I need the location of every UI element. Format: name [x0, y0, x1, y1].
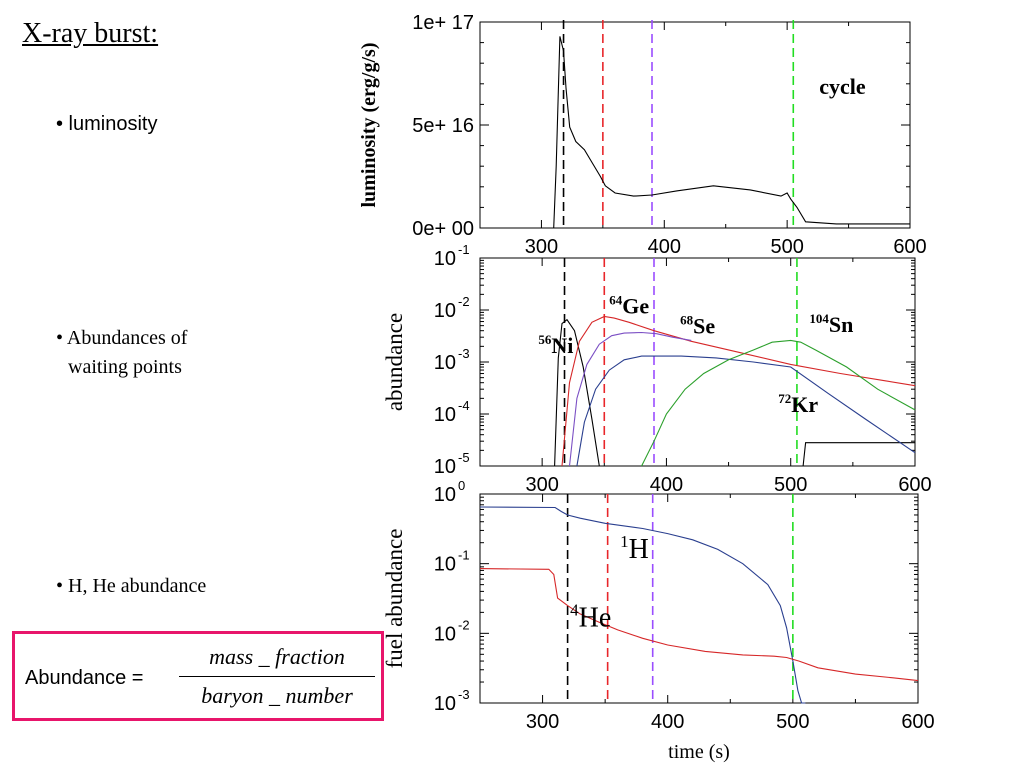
panel-3-x-tick-label: 300 [526, 711, 559, 733]
panel-2-isotope-label: 72Kr [778, 391, 818, 417]
panel-2-isotope-label: 56Ni [538, 332, 573, 358]
panel-2-x-tick-label: 400 [650, 474, 683, 496]
panel-2-y-axis-label: abundance [382, 313, 407, 411]
panel-1-series-line [480, 36, 910, 229]
panel-3-x-tick-label: 600 [901, 711, 934, 733]
panel-1-annotation: cycle [819, 74, 866, 99]
panel-3-y-tick-exponent: -3 [458, 687, 470, 702]
panel-2-y-tick-label: 10 [434, 248, 456, 270]
panel-1-frame [479, 21, 911, 229]
panel-2-x-tick-label: 500 [774, 474, 807, 496]
panel-2-series-kr [576, 355, 916, 467]
formula-box: Abundance = mass _ fraction baryon _ num… [12, 631, 384, 721]
panel-3-x-tick-label: 400 [651, 711, 684, 733]
panel-2-isotope-label: 104Sn [809, 311, 853, 337]
panel-3-y-tick-label: 10 [434, 484, 456, 506]
panel-2-y-tick-label: 10 [434, 456, 456, 478]
panel-3-isotope-label: 1H [620, 532, 649, 565]
panel-3-frame [479, 493, 919, 704]
formula-fraction: mass _ fraction baryon _ number [179, 644, 375, 709]
panel-2-y-tick-label: 10 [434, 352, 456, 374]
bullet-waiting-points: waiting points [68, 356, 182, 378]
panel-3-y-tick-label: 10 [434, 554, 456, 576]
panel-2-y-tick-label: 10 [434, 300, 456, 322]
panel-3-y-axis-label: fuel abundance [382, 529, 407, 669]
bullet-abundances: • Abundances of [56, 327, 188, 349]
formula-denominator: baryon _ number [201, 683, 353, 708]
bullet-h-he: • H, He abundance [56, 575, 207, 597]
panel-3-y-tick-label: 10 [434, 623, 456, 645]
panel-2-isotope-label: 68Se [680, 313, 715, 339]
panel-3-y-tick-exponent: -2 [458, 617, 470, 632]
panel-3-y-tick-exponent: 0 [458, 478, 465, 493]
panel-2-y-tick-exponent: -5 [458, 450, 470, 465]
panel-1-x-tick-label: 500 [770, 236, 803, 258]
panel-3-y-tick-exponent: -1 [458, 548, 470, 563]
slide-title: X-ray burst: [22, 18, 159, 49]
panel-2-x-tick-label: 600 [898, 474, 931, 496]
panel-2-series-ge [561, 315, 916, 467]
panel-2-y-tick-exponent: -3 [458, 346, 470, 361]
bullet-luminosity: • luminosity [56, 113, 158, 135]
panel-2-series-se [568, 331, 692, 467]
panel-3-x-tick-label: 500 [776, 711, 809, 733]
panel-3-series-he [479, 568, 919, 682]
panel-3-x-axis-label: time (s) [668, 741, 730, 763]
panel-1-y-tick-label: 5e+ 16 [412, 115, 474, 137]
panel-2-y-tick-exponent: -4 [458, 398, 470, 413]
panel-3-isotope-label: 4He [570, 601, 611, 634]
panel-2-y-tick-exponent: -1 [458, 242, 470, 257]
panel-1-y-axis-label: luminosity (erg/g/s) [358, 43, 380, 208]
panel-2-frame [479, 257, 916, 467]
panel-3-series-h [479, 506, 806, 704]
formula-lhs: Abundance = [25, 667, 144, 689]
panel-1-y-tick-label: 0e+ 00 [412, 218, 474, 240]
panel-1-x-tick-label: 600 [893, 236, 926, 258]
panel-2-isotope-label: 64Ge [609, 293, 649, 319]
panel-1-y-tick-label: 1e+ 17 [412, 12, 474, 34]
formula-numerator: mass _ fraction [179, 644, 375, 677]
panel-2-y-tick-label: 10 [434, 404, 456, 426]
panel-2-series-sn [641, 339, 916, 467]
panel-2-series-ni [554, 318, 915, 467]
panel-2-y-tick-exponent: -2 [458, 294, 470, 309]
panel-1-x-tick-label: 300 [525, 236, 558, 258]
panel-1-x-tick-label: 400 [648, 236, 681, 258]
panel-3-y-tick-label: 10 [434, 693, 456, 715]
panel-2-x-tick-label: 300 [525, 474, 558, 496]
